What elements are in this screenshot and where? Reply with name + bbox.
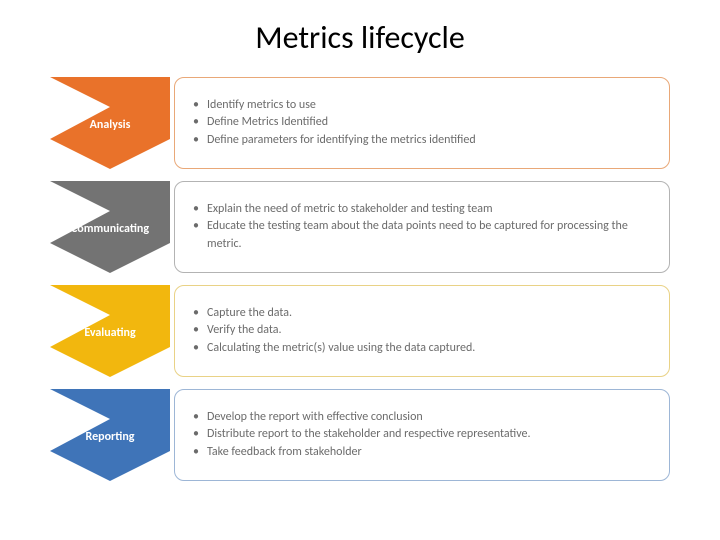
stage-label: Evaluating: [70, 327, 150, 340]
chevron-icon: Analysis: [50, 77, 170, 169]
bullet-list: Explain the need of metric to stakeholde…: [193, 201, 655, 253]
stage-row: Analysis Identify metrics to useDefine Me…: [50, 77, 670, 169]
bullet-list: Develop the report with effective conclu…: [193, 409, 655, 461]
chevron-icon: Evaluating: [50, 285, 170, 377]
stage-label: Analysis: [70, 119, 150, 132]
bullet-item: Capture the data.: [193, 305, 655, 322]
bullet-item: Define parameters for identifying the me…: [193, 132, 655, 149]
stage-label: Reporting: [70, 431, 150, 444]
page-title: Metrics lifecycle: [50, 18, 670, 57]
bullet-item: Explain the need of metric to stakeholde…: [193, 201, 655, 218]
bullet-item: Verify the data.: [193, 322, 655, 339]
stages-container: Analysis Identify metrics to useDefine Me…: [50, 77, 670, 481]
bullet-item: Identify metrics to use: [193, 97, 655, 114]
stage-content: Capture the data.Verify the data.Calcula…: [174, 285, 670, 377]
bullet-item: Distribute report to the stakeholder and…: [193, 426, 655, 443]
bullet-item: Calculating the metric(s) value using th…: [193, 340, 655, 357]
bullet-item: Define Metrics Identified: [193, 114, 655, 131]
stage-row: Communicating Explain the need of metric …: [50, 181, 670, 273]
stage-label: Communicating: [70, 223, 150, 236]
stage-content: Identify metrics to useDefine Metrics Id…: [174, 77, 670, 169]
chevron-icon: Reporting: [50, 389, 170, 481]
bullet-list: Identify metrics to useDefine Metrics Id…: [193, 97, 655, 149]
stage-row: Reporting Develop the report with effecti…: [50, 389, 670, 481]
chevron-icon: Communicating: [50, 181, 170, 273]
bullet-item: Take feedback from stakeholder: [193, 444, 655, 461]
bullet-item: Educate the testing team about the data …: [193, 218, 655, 253]
bullet-item: Develop the report with effective conclu…: [193, 409, 655, 426]
stage-row: Evaluating Capture the data.Verify the da…: [50, 285, 670, 377]
bullet-list: Capture the data.Verify the data.Calcula…: [193, 305, 655, 357]
stage-content: Develop the report with effective conclu…: [174, 389, 670, 481]
stage-content: Explain the need of metric to stakeholde…: [174, 181, 670, 273]
